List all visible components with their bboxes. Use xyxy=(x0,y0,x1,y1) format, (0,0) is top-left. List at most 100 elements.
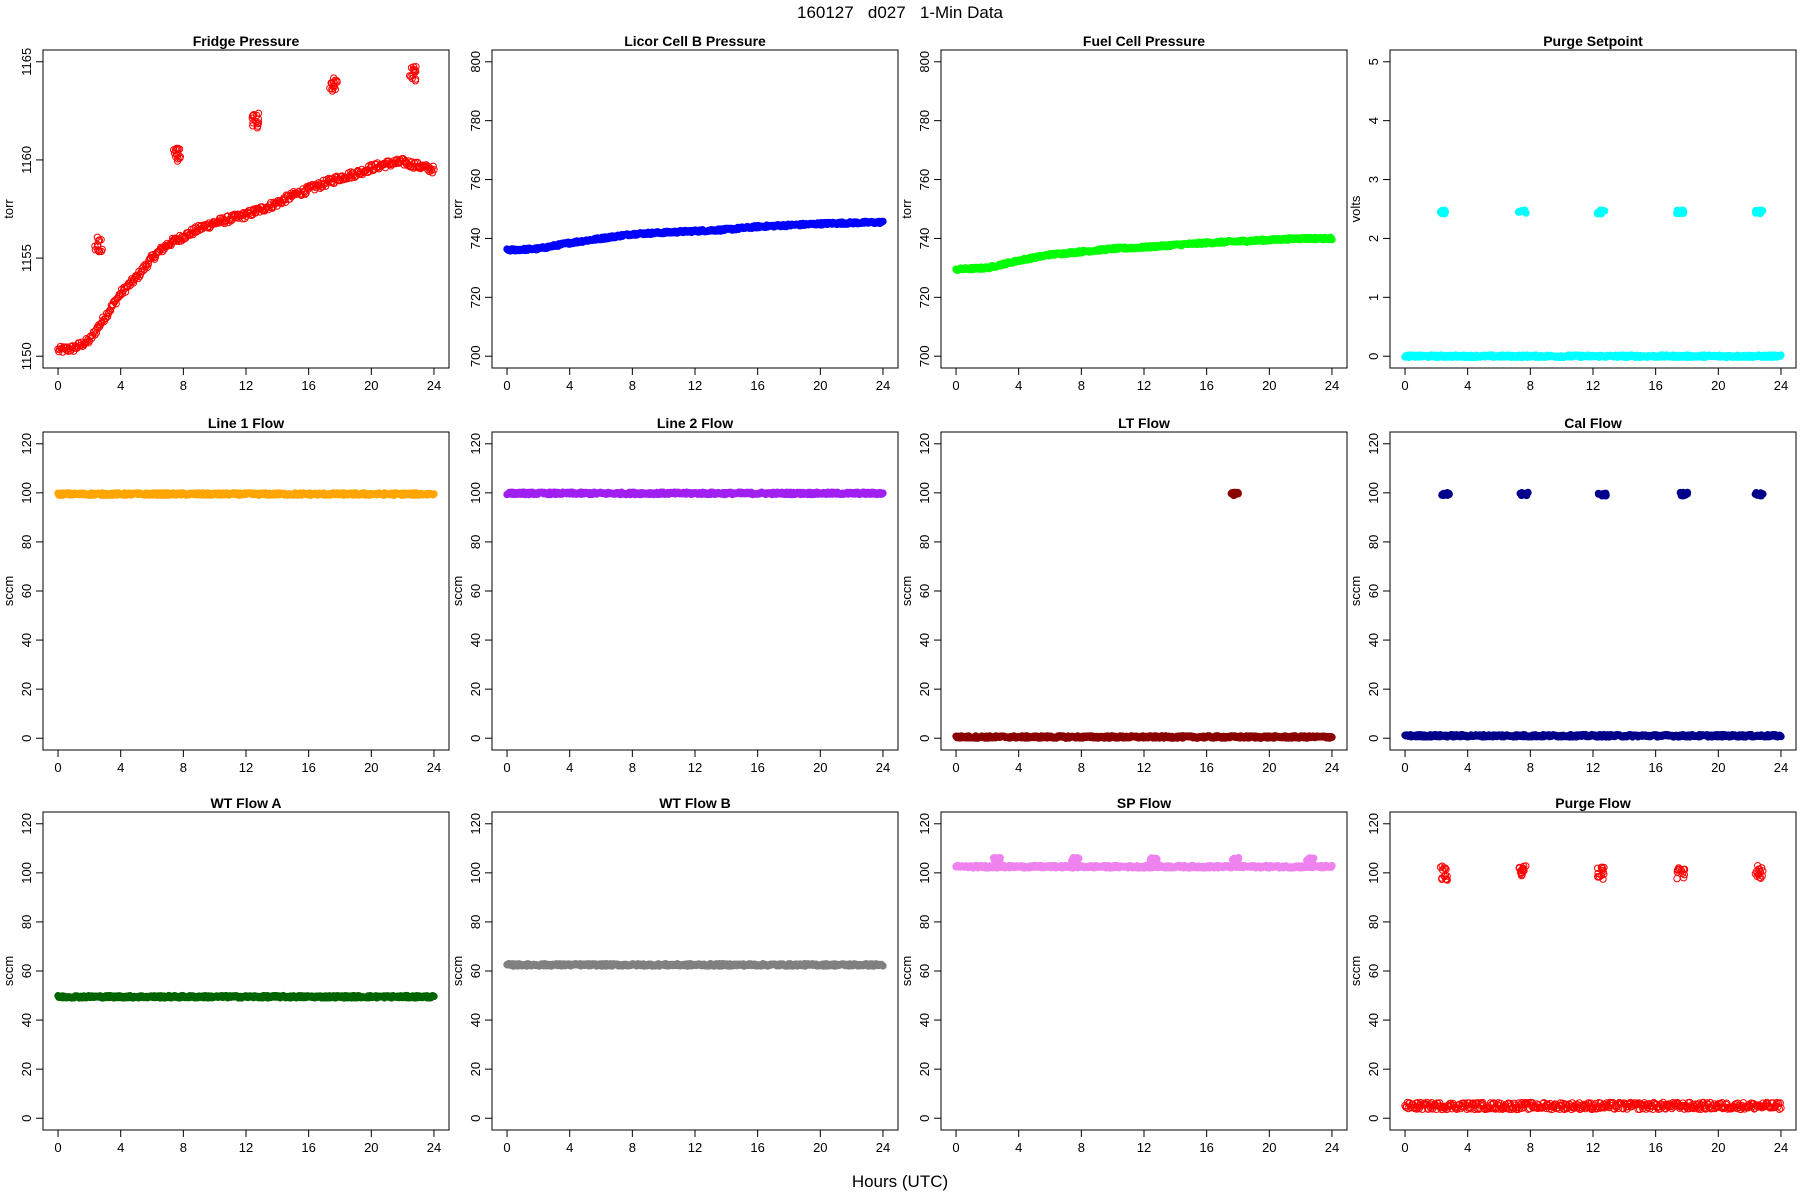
y-tick-label: 120 xyxy=(1366,433,1381,455)
x-tick-label: 8 xyxy=(1527,378,1534,393)
x-tick-label: 16 xyxy=(301,760,315,775)
cluster-point xyxy=(254,115,263,123)
x-tick-label: 0 xyxy=(503,1140,510,1155)
x-tick-label: 24 xyxy=(876,378,890,393)
cluster-point xyxy=(254,119,263,127)
x-tick-label: 16 xyxy=(301,378,315,393)
y-tick-label: 40 xyxy=(917,633,932,647)
y-tick-label: 4 xyxy=(1366,117,1381,124)
series-points xyxy=(54,489,438,499)
cluster-point xyxy=(407,72,415,81)
y-tick-label: 20 xyxy=(19,1062,34,1076)
panel-title: Line 2 Flow xyxy=(657,415,733,431)
x-tick-label: 20 xyxy=(813,1140,827,1155)
x-tick-label: 8 xyxy=(629,760,636,775)
x-tick-label: 8 xyxy=(1527,760,1534,775)
x-tick-label: 20 xyxy=(1711,760,1725,775)
cluster-point xyxy=(1757,208,1765,217)
cluster-point xyxy=(253,124,261,132)
y-axis-label: sccm xyxy=(899,576,914,606)
x-tick-label: 24 xyxy=(876,1140,890,1155)
x-tick-label: 0 xyxy=(54,378,61,393)
cluster-point xyxy=(1517,491,1526,500)
plot-frame xyxy=(42,811,450,1131)
x-tick-label: 8 xyxy=(629,1140,636,1155)
data-point xyxy=(430,992,438,1001)
y-tick-label: 20 xyxy=(468,682,483,696)
panel-title: WT Flow A xyxy=(210,795,281,811)
x-tick-label: 20 xyxy=(1711,378,1725,393)
y-tick-label: 760 xyxy=(917,169,932,191)
x-tick-label: 20 xyxy=(364,760,378,775)
y-tick-label: 100 xyxy=(1366,482,1381,504)
y-axis-label: torr xyxy=(899,199,914,219)
y-tick-label: 1150 xyxy=(19,342,34,370)
data-point xyxy=(102,314,110,322)
x-tick-label: 16 xyxy=(750,1140,764,1155)
data-point xyxy=(430,166,438,174)
cluster-point xyxy=(249,119,257,127)
y-tick-label: 700 xyxy=(917,345,932,367)
panel-title: Fuel Cell Pressure xyxy=(1083,33,1205,49)
x-tick-label: 12 xyxy=(239,760,253,775)
panel-title: Fridge Pressure xyxy=(193,33,300,49)
y-axis-label: torr xyxy=(450,199,465,219)
y-tick-label: 40 xyxy=(19,1013,34,1027)
y-tick-label: 800 xyxy=(468,51,483,73)
y-axis-label: sccm xyxy=(1,956,16,986)
x-tick-label: 20 xyxy=(813,378,827,393)
data-point xyxy=(430,490,438,498)
y-tick-label: 0 xyxy=(468,735,483,742)
x-tick-label: 24 xyxy=(1774,378,1788,393)
x-tick-label: 0 xyxy=(503,760,510,775)
cluster-point xyxy=(253,120,262,128)
x-tick-label: 4 xyxy=(566,378,573,393)
x-tick-label: 12 xyxy=(1137,378,1151,393)
y-axis-label: sccm xyxy=(1348,576,1363,606)
cluster-point xyxy=(1229,489,1237,498)
y-tick-label: 100 xyxy=(917,482,932,504)
y-tick-label: 80 xyxy=(1366,535,1381,549)
data-point xyxy=(1777,351,1785,359)
y-tick-label: 120 xyxy=(468,433,483,455)
x-tick-label: 12 xyxy=(1137,760,1151,775)
data-point xyxy=(103,313,112,321)
y-axis-label: torr xyxy=(1,199,16,219)
data-point xyxy=(301,190,309,198)
data-point xyxy=(129,279,138,287)
y-tick-label: 120 xyxy=(19,813,34,835)
cluster-point xyxy=(94,246,102,254)
cluster-point xyxy=(1600,489,1608,498)
x-tick-label: 16 xyxy=(1199,378,1213,393)
data-point xyxy=(879,489,887,497)
data-point xyxy=(429,162,437,171)
figure-title: 160127 d027 1-Min Data xyxy=(796,3,1004,22)
y-tick-label: 20 xyxy=(917,682,932,696)
series-points xyxy=(503,488,887,499)
y-tick-label: 3 xyxy=(1366,176,1381,183)
y-tick-label: 0 xyxy=(19,735,34,742)
x-tick-label: 8 xyxy=(629,378,636,393)
y-tick-label: 100 xyxy=(468,482,483,504)
cluster-point xyxy=(411,66,419,74)
cluster-point xyxy=(329,81,338,90)
y-tick-label: 100 xyxy=(19,482,34,504)
y-tick-label: 1 xyxy=(1366,294,1381,301)
y-tick-label: 780 xyxy=(917,110,932,132)
cluster-point xyxy=(1677,207,1686,215)
data-point xyxy=(144,260,153,268)
y-tick-label: 0 xyxy=(19,1115,34,1122)
series-points xyxy=(952,488,1336,742)
x-tick-label: 0 xyxy=(952,760,959,775)
data-point xyxy=(343,173,352,181)
plot-frame xyxy=(1389,431,1797,751)
y-tick-label: 40 xyxy=(1366,633,1381,647)
y-tick-label: 0 xyxy=(917,735,932,742)
series-points xyxy=(952,233,1336,274)
x-tick-label: 0 xyxy=(54,760,61,775)
series-points xyxy=(1401,488,1785,741)
x-tick-label: 4 xyxy=(1015,760,1022,775)
